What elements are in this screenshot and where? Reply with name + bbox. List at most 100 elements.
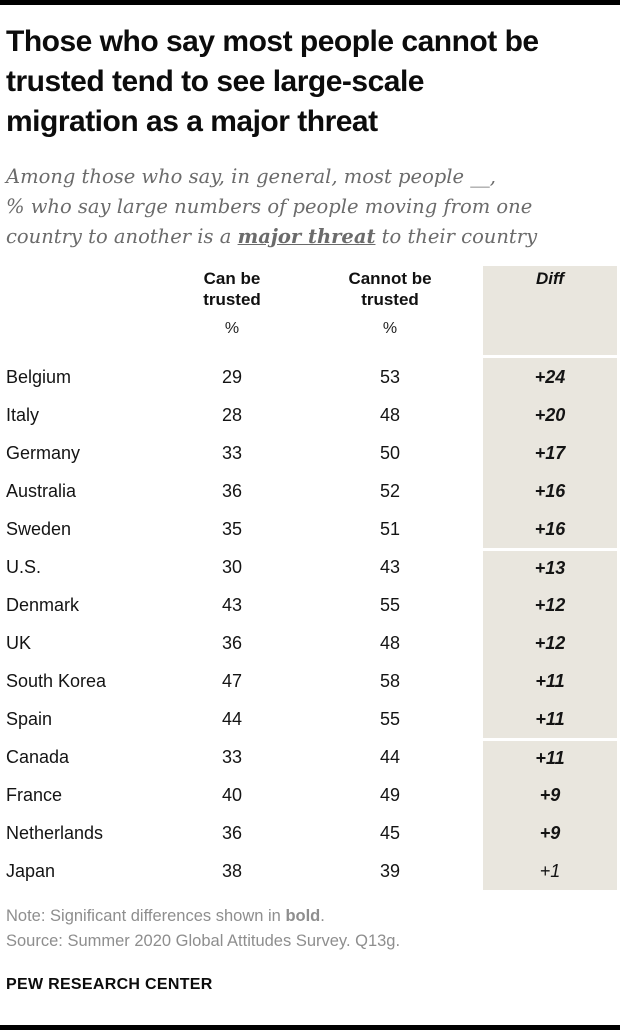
can-be-trusted-value: 36 <box>221 632 243 653</box>
diff-value: +9 <box>483 776 617 814</box>
percent-symbol: % <box>382 320 398 337</box>
note-bold-word: bold <box>285 907 321 925</box>
source-text: Source: Summer 2020 Global Attitudes Sur… <box>6 932 401 950</box>
diff-value: +11 <box>483 700 617 738</box>
can-be-trusted-value: 43 <box>221 594 243 615</box>
table-row: South Korea 47 58 +11 <box>6 662 617 700</box>
subtitle-text: to their country <box>375 225 538 248</box>
table-row: Denmark 43 55 +12 <box>6 586 617 624</box>
title-line: Those who say most people cannot be <box>6 25 539 58</box>
subtitle-text: country to another is a <box>6 225 238 248</box>
table-row: U.S. 30 43 +13 <box>6 548 617 586</box>
diff-value: +9 <box>483 814 617 852</box>
cannot-be-trusted-value: 55 <box>379 708 401 729</box>
column-header-cannot-be-trusted: Cannot be trusted % <box>304 266 476 358</box>
title-line: trusted tend to see large-scale <box>6 65 424 98</box>
table-row: Belgium 29 53 +24 <box>6 358 617 396</box>
note-text: Note: Significant differences shown in b… <box>6 907 325 925</box>
can-be-trusted-value: 44 <box>221 708 243 729</box>
footnote: Note: Significant differences shown in b… <box>6 904 617 954</box>
table-body: Belgium 29 53 +24 Italy 28 48 +20 Germany 33 50 +17… <box>6 358 617 890</box>
column-header-label: Can be <box>203 269 261 288</box>
diff-value: +20 <box>483 396 617 434</box>
can-be-trusted-value: 33 <box>221 442 243 463</box>
table-row: France 40 49 +9 <box>6 776 617 814</box>
cannot-be-trusted-value: 53 <box>379 366 401 387</box>
table-row: Italy 28 48 +20 <box>6 396 617 434</box>
title-line: migration as a major threat <box>6 105 378 138</box>
column-spacer <box>476 266 483 358</box>
table-row: Germany 33 50 +17 <box>6 434 617 472</box>
country-label: Germany <box>6 442 81 463</box>
country-label: Belgium <box>6 366 72 387</box>
can-be-trusted-value: 36 <box>221 480 243 501</box>
subtitle-emphasis: major threat <box>237 225 376 248</box>
country-label: Sweden <box>6 518 72 539</box>
cannot-be-trusted-value: 43 <box>379 556 401 577</box>
table-row: Canada 33 44 +11 <box>6 738 617 776</box>
cannot-be-trusted-value: 50 <box>379 442 401 463</box>
table-header: Can be trusted % Cannot be trusted % Diff <box>6 266 617 358</box>
subtitle-line: country to another is a major threat to … <box>6 222 617 252</box>
cannot-be-trusted-value: 48 <box>379 632 401 653</box>
subtitle-line: % who say large numbers of people moving… <box>6 195 533 218</box>
column-header-label: Cannot be <box>348 269 432 288</box>
column-header-can-be-trusted: Can be trusted % <box>160 266 304 358</box>
can-be-trusted-value: 36 <box>221 822 243 843</box>
country-header-cell <box>6 266 160 358</box>
table-row: Australia 36 52 +16 <box>6 472 617 510</box>
column-header-label: Diff <box>535 269 564 288</box>
cannot-be-trusted-value: 52 <box>379 480 401 501</box>
table-row: Netherlands 36 45 +9 <box>6 814 617 852</box>
diff-value: +1 <box>483 852 617 890</box>
country-label: Australia <box>6 480 77 501</box>
diff-value: +24 <box>483 358 617 396</box>
bottom-rule <box>0 1025 620 1030</box>
cannot-be-trusted-value: 51 <box>379 518 401 539</box>
country-label: Italy <box>6 404 40 425</box>
diff-value: +17 <box>483 434 617 472</box>
top-rule <box>0 0 620 5</box>
country-label: Canada <box>6 746 70 767</box>
page-subtitle: Among those who say, in general, most pe… <box>6 162 617 252</box>
country-label: U.S. <box>6 556 42 577</box>
can-be-trusted-value: 47 <box>221 670 243 691</box>
cannot-be-trusted-value: 39 <box>379 860 401 881</box>
diff-value: +12 <box>483 624 617 662</box>
diff-value: +13 <box>483 548 617 586</box>
subtitle-line: Among those who say, in general, most pe… <box>6 165 496 188</box>
can-be-trusted-value: 30 <box>221 556 243 577</box>
page-title: Those who say most people cannot be trus… <box>6 22 617 142</box>
column-header-label: trusted <box>361 290 419 309</box>
column-header-label: trusted <box>203 290 261 309</box>
diff-value: +11 <box>483 662 617 700</box>
brand-logo-text: PEW RESEARCH CENTER <box>6 976 213 993</box>
cannot-be-trusted-value: 58 <box>379 670 401 691</box>
country-label: France <box>6 784 63 805</box>
cannot-be-trusted-value: 44 <box>379 746 401 767</box>
can-be-trusted-value: 38 <box>221 860 243 881</box>
diff-value: +12 <box>483 586 617 624</box>
cannot-be-trusted-value: 48 <box>379 404 401 425</box>
can-be-trusted-value: 29 <box>221 366 243 387</box>
can-be-trusted-value: 28 <box>221 404 243 425</box>
country-label: South Korea <box>6 670 107 691</box>
country-label: Netherlands <box>6 822 104 843</box>
country-label: Denmark <box>6 594 80 615</box>
can-be-trusted-value: 40 <box>221 784 243 805</box>
table-row: Sweden 35 51 +16 <box>6 510 617 548</box>
country-label: Spain <box>6 708 53 729</box>
cannot-be-trusted-value: 55 <box>379 594 401 615</box>
diff-value: +16 <box>483 510 617 548</box>
table-row: Japan 38 39 +1 <box>6 852 617 890</box>
can-be-trusted-value: 33 <box>221 746 243 767</box>
diff-value: +16 <box>483 472 617 510</box>
table-row: UK 36 48 +12 <box>6 624 617 662</box>
can-be-trusted-value: 35 <box>221 518 243 539</box>
country-label: Japan <box>6 860 56 881</box>
diff-value: +11 <box>483 738 617 776</box>
column-header-diff: Diff <box>483 266 617 358</box>
percent-symbol: % <box>224 320 240 337</box>
table-row: Spain 44 55 +11 <box>6 700 617 738</box>
